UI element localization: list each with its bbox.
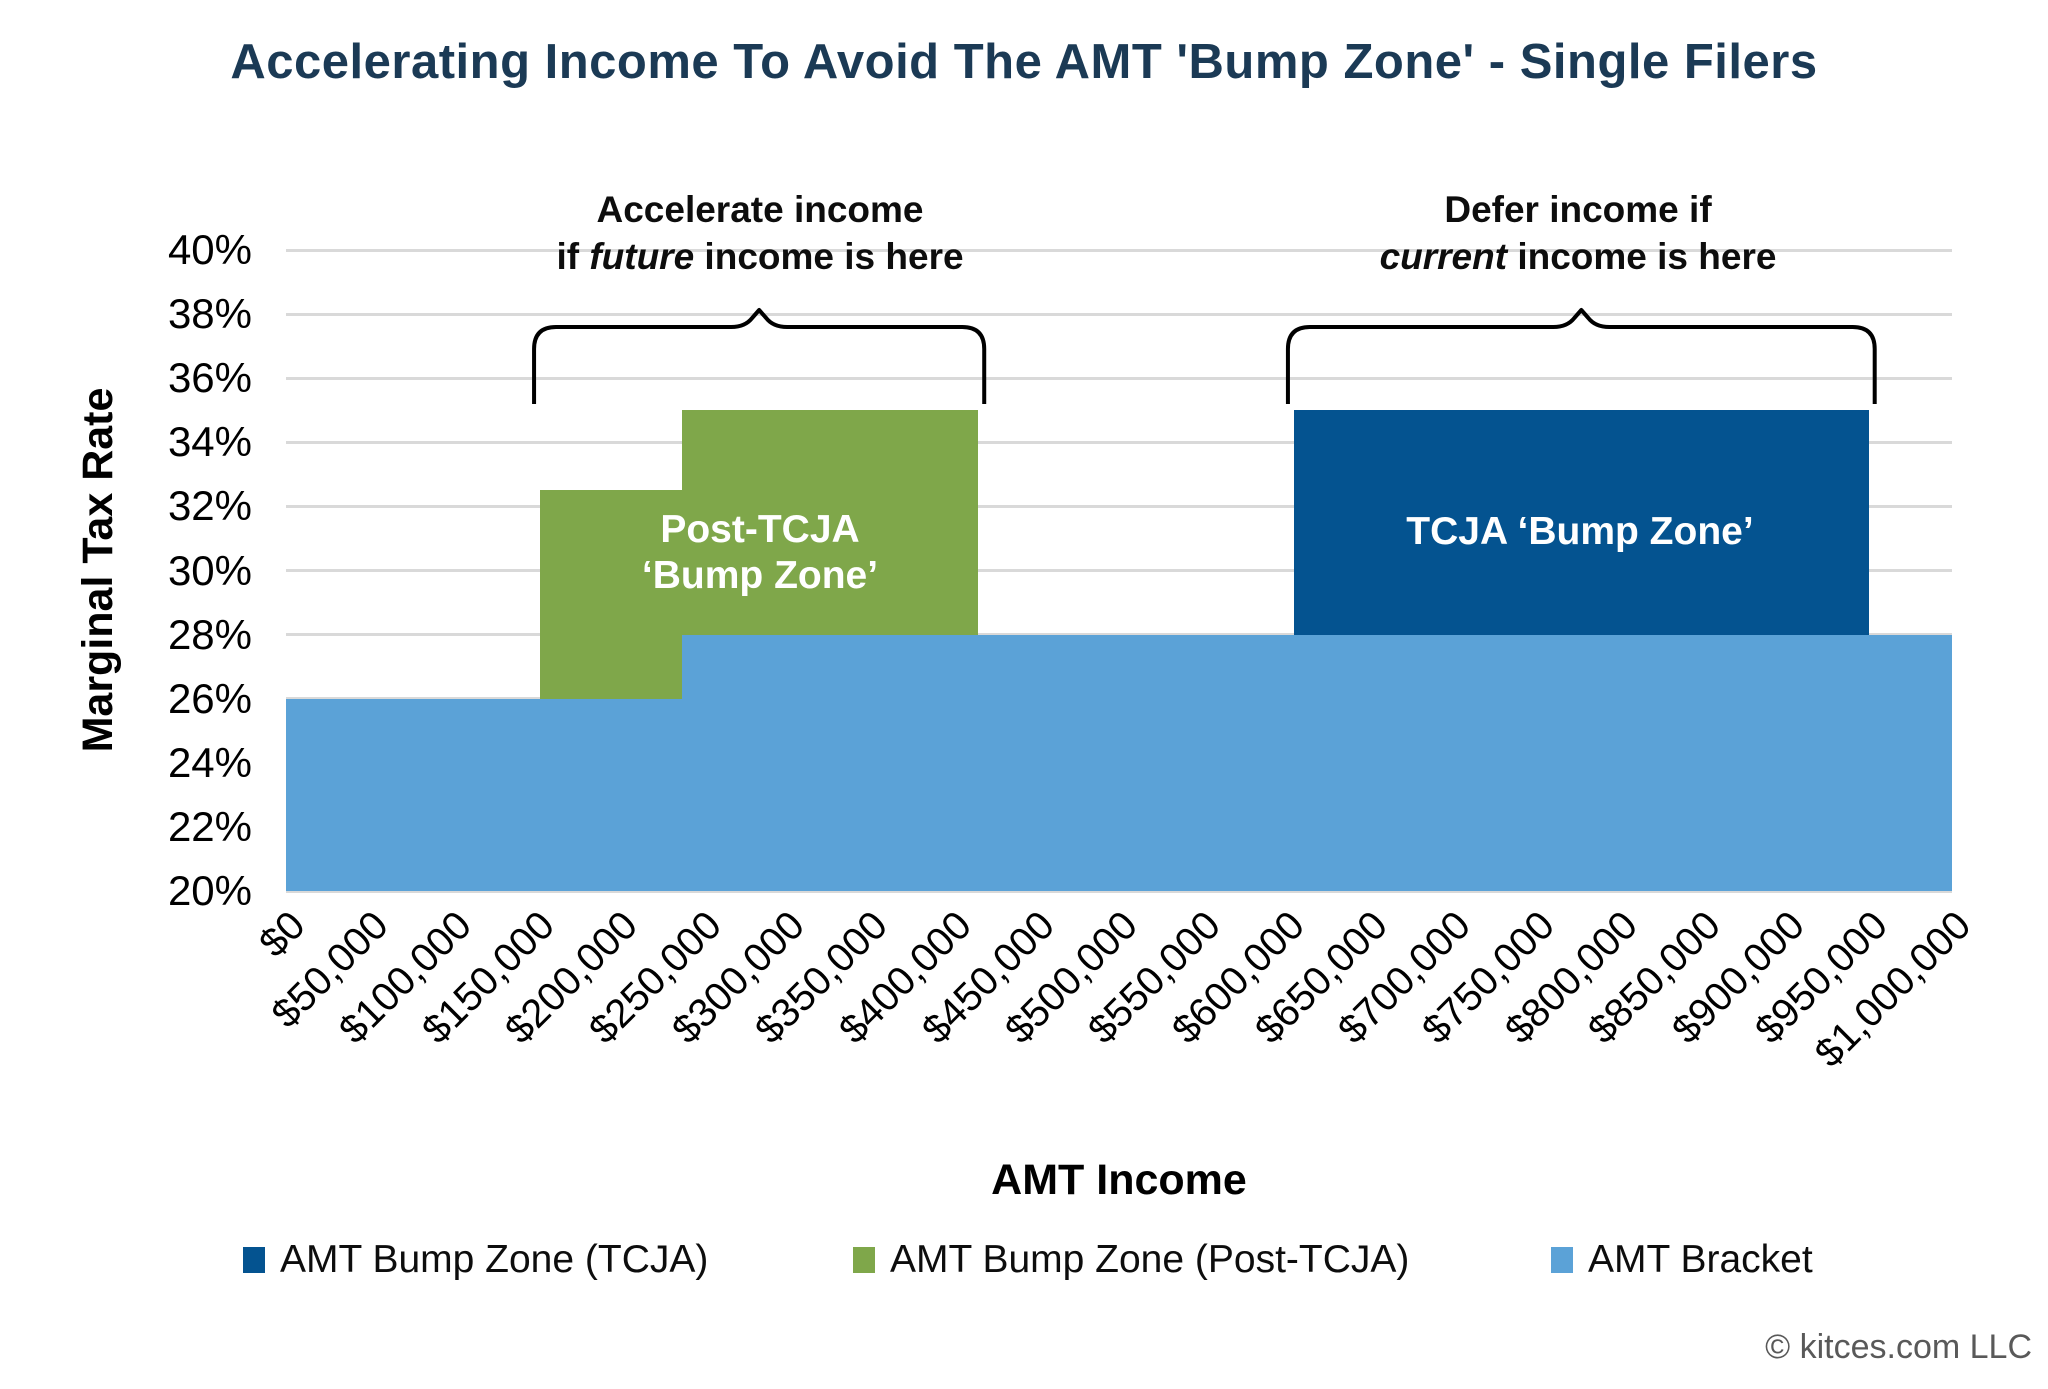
- legend-item-post-tcja: AMT Bump Zone (Post-TCJA): [853, 1236, 1409, 1284]
- curly-brace-tcja: [1285, 308, 1877, 404]
- post-tcja-bump-zone-label: Post-TCJA ‘Bump Zone’: [500, 507, 1020, 599]
- legend-swatch-amt-bracket: [1551, 1247, 1573, 1273]
- chart-title: Accelerating Income To Avoid The AMT 'Bu…: [230, 35, 1818, 89]
- post-tcja-bump-zone-label-line2: ‘Bump Zone’: [641, 554, 879, 597]
- legend-label-tcja: AMT Bump Zone (TCJA): [280, 1238, 709, 1281]
- legend-label-post-tcja: AMT Bump Zone (Post-TCJA): [890, 1238, 1410, 1281]
- legend-item-amt-bracket: AMT Bracket: [1551, 1236, 1813, 1284]
- y-tick-label-38%: 38%: [167, 290, 252, 338]
- annotation-defer-line1: Defer income if: [1444, 189, 1712, 230]
- y-tick-label-24%: 24%: [167, 738, 252, 786]
- gridline-20%: [286, 889, 1952, 893]
- legend-item-tcja: AMT Bump Zone (TCJA): [243, 1236, 708, 1284]
- area-segment-amt-bracket: [286, 698, 682, 891]
- y-tick-label-28%: 28%: [167, 610, 252, 658]
- annotation-accelerate-income: Accelerate income if future income is he…: [430, 186, 1090, 280]
- y-tick-label-26%: 26%: [167, 674, 252, 722]
- gridline-32%: [286, 504, 1952, 508]
- area-segment-amt-bump-zone-post-tcja-: [540, 490, 682, 699]
- y-tick-label-34%: 34%: [167, 418, 252, 466]
- tcja-bump-zone-label: TCJA ‘Bump Zone’: [1406, 510, 1754, 553]
- annotation-accelerate-line1: Accelerate income: [596, 189, 924, 230]
- annotation-defer-line2: current income is here: [1379, 236, 1777, 277]
- gridline-38%: [286, 312, 1952, 316]
- area-segment-amt-bump-zone-tcja-: [1293, 410, 1869, 635]
- copyright-credit: © kitces.com LLC: [1765, 1328, 2032, 1366]
- legend-label-amt-bracket: AMT Bracket: [1588, 1238, 1813, 1281]
- y-tick-label-36%: 36%: [167, 354, 252, 402]
- y-tick-label-20%: 20%: [167, 867, 252, 914]
- y-tick-label-40%: 40%: [167, 226, 252, 273]
- gridline-34%: [286, 440, 1952, 444]
- area-segment-amt-bump-zone-post-tcja-: [681, 410, 979, 635]
- legend-swatch-post-tcja: [853, 1247, 875, 1273]
- curly-brace-post-tcja: [532, 308, 987, 404]
- x-axis-title: AMT Income: [991, 1156, 1247, 1204]
- gridline-36%: [286, 376, 1952, 380]
- y-tick-label-22%: 22%: [167, 802, 252, 850]
- annotation-defer-income: Defer income if current income is here: [1248, 186, 1908, 280]
- y-tick-label-30%: 30%: [167, 546, 252, 594]
- post-tcja-bump-zone-label-line1: Post-TCJA: [660, 508, 860, 551]
- annotation-accelerate-line2: if future income is here: [556, 236, 964, 277]
- y-tick-label-32%: 32%: [167, 482, 252, 530]
- legend-swatch-tcja: [243, 1247, 265, 1273]
- gridline-40%: [286, 248, 1952, 252]
- gridline-30%: [286, 569, 1952, 572]
- area-segment-amt-bracket: [681, 634, 1952, 891]
